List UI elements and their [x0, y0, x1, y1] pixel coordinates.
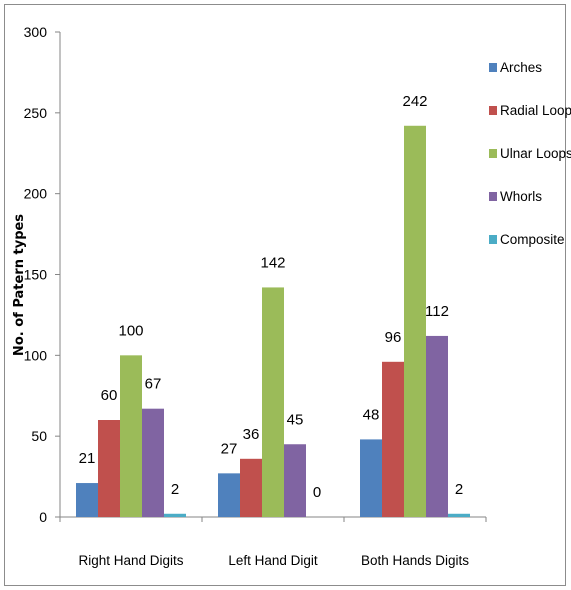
- data-label: 36: [243, 426, 260, 443]
- axes: 0 50 100 150 200 250 300 Right Hand Digits Left …: [24, 24, 487, 568]
- legend-item-label: Arches: [500, 60, 542, 75]
- data-label: 2: [455, 481, 463, 498]
- legend-swatch: [489, 192, 497, 201]
- data-label: 242: [402, 93, 427, 110]
- legend-swatch: [489, 149, 497, 158]
- y-tick-label: 0: [39, 509, 47, 525]
- data-label: 67: [145, 376, 162, 393]
- data-label: 2: [171, 481, 179, 498]
- bar: [164, 513, 186, 517]
- legend-swatch: [489, 106, 497, 115]
- data-labels-group: 21 60 100 67 2 27 36 142 45 0 48 96 242 112 2: [79, 93, 464, 501]
- bar: [404, 125, 426, 518]
- x-category-label: Right Hand Digits: [78, 553, 183, 568]
- bar: [360, 439, 382, 517]
- data-label: 45: [287, 411, 304, 428]
- y-tick-label: 300: [24, 24, 48, 40]
- legend-item-label: Ulnar Loops: [500, 146, 571, 161]
- data-label: 142: [260, 254, 285, 271]
- data-label: 48: [363, 406, 380, 423]
- data-label: 60: [101, 387, 118, 404]
- data-label: 100: [118, 322, 143, 339]
- y-axis-title: No. of Patern types: [12, 214, 27, 356]
- bar: [98, 420, 120, 517]
- bar: [426, 335, 448, 517]
- data-label: 96: [385, 329, 402, 346]
- bar: [76, 483, 98, 517]
- bar: [142, 408, 164, 517]
- y-tick-label: 150: [24, 267, 48, 283]
- legend: Arches Radial Loops Ulnar Loops Whorls Compo…: [489, 60, 571, 247]
- data-label: 0: [313, 484, 321, 501]
- bar: [218, 473, 240, 517]
- y-tick-label: 200: [24, 186, 48, 202]
- bar: [382, 361, 404, 517]
- legend-item-label: Composite: [500, 232, 565, 247]
- data-label: 112: [425, 303, 449, 320]
- bar: [448, 513, 470, 517]
- bar: [240, 458, 262, 517]
- bars-group: [76, 125, 470, 518]
- data-label: 21: [79, 450, 96, 467]
- bar: [120, 355, 142, 517]
- legend-swatch: [489, 235, 497, 244]
- bar: [262, 287, 284, 517]
- data-label: 27: [221, 440, 238, 457]
- legend-swatch: [489, 63, 497, 72]
- chart-frame: [4, 4, 566, 586]
- x-category-label: Both Hands Digits: [361, 553, 469, 568]
- y-tick-label: 100: [24, 347, 48, 363]
- legend-item-label: Whorls: [500, 189, 542, 204]
- y-tick-label: 250: [24, 105, 48, 121]
- bar: [284, 444, 306, 517]
- legend-item-label: Radial Loops: [500, 103, 571, 118]
- y-tick-label: 50: [31, 428, 47, 444]
- x-category-label: Left Hand Digit: [228, 553, 318, 568]
